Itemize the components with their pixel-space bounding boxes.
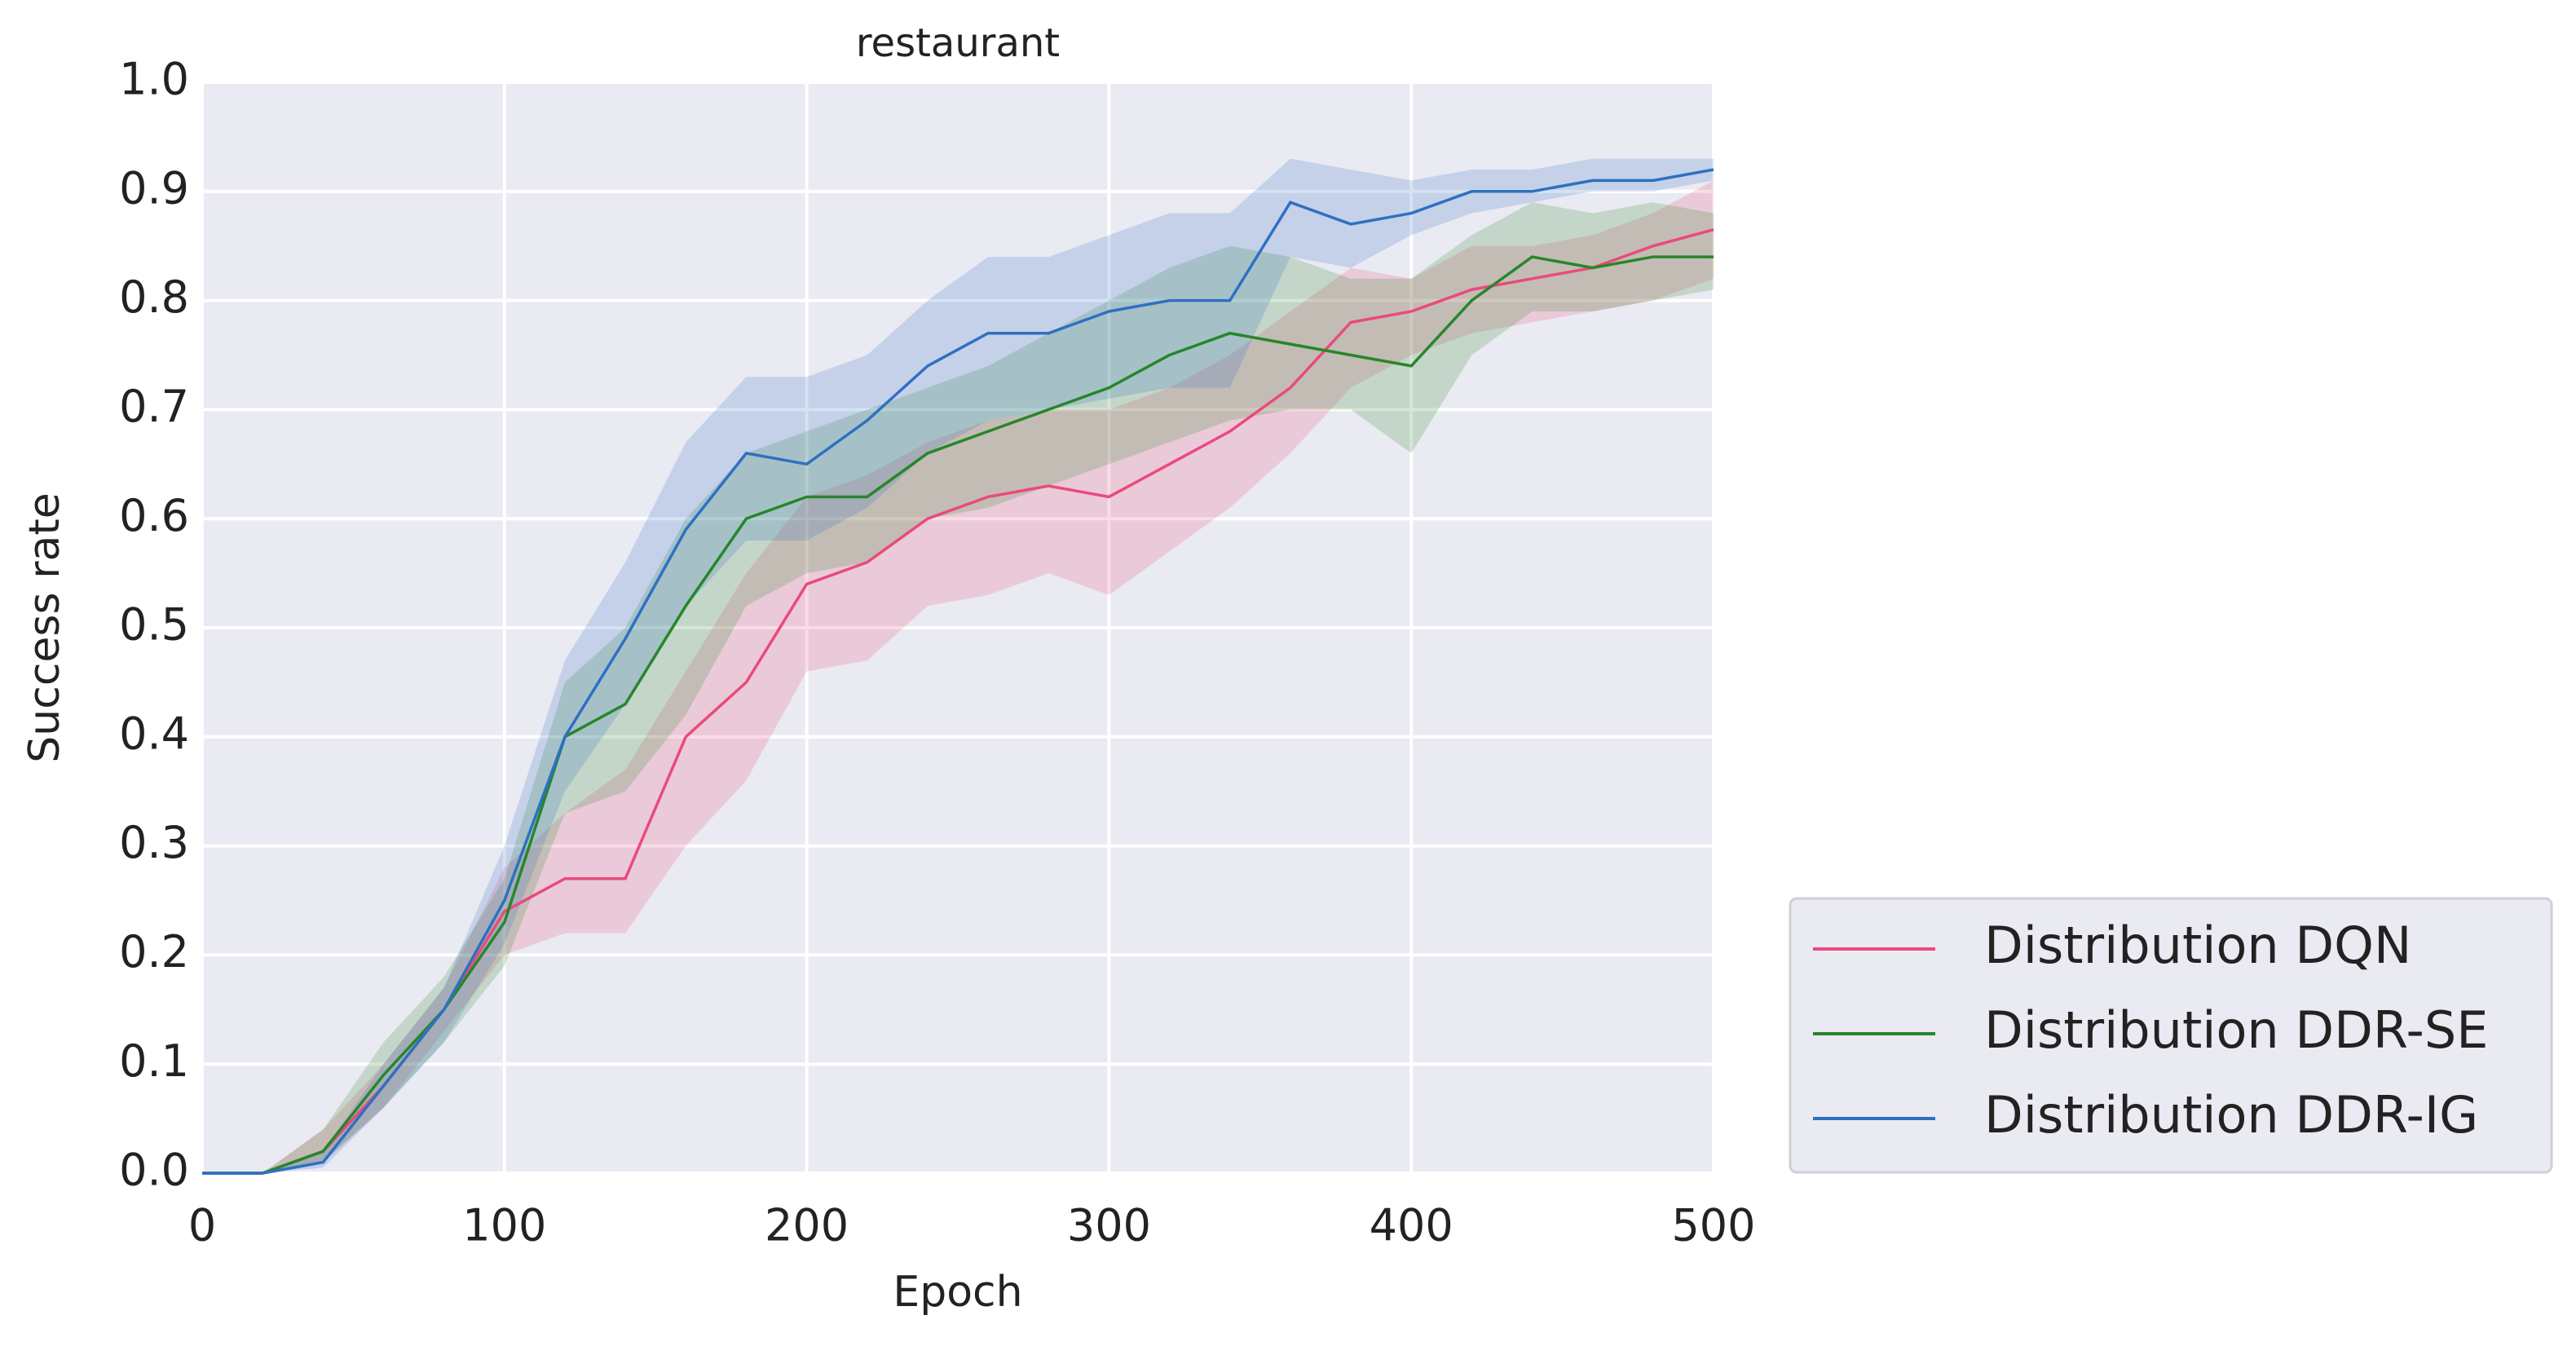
x-axis-label: Epoch bbox=[893, 1268, 1022, 1317]
y-tick-label: 0.8 bbox=[119, 271, 189, 323]
line bbox=[202, 255, 1714, 1175]
confidence-band bbox=[202, 180, 1714, 1173]
legend-box bbox=[1789, 897, 2553, 1174]
y-tick-label: 1.0 bbox=[119, 54, 189, 105]
x-tick-label: 200 bbox=[765, 1200, 849, 1251]
confidence-band bbox=[202, 202, 1714, 1174]
legend-label: Distribution DDR-SE bbox=[1984, 1000, 2488, 1060]
y-tick-label: 0.2 bbox=[119, 926, 189, 978]
legend-label: Distribution DQN bbox=[1984, 916, 2411, 975]
legend: Distribution DQN Distribution DDR-SE Distr… bbox=[1789, 897, 2553, 1174]
y-tick-label: 0.7 bbox=[119, 381, 189, 432]
y-tick-label: 0.6 bbox=[119, 490, 189, 541]
x-tick-label: 500 bbox=[1671, 1200, 1755, 1251]
line bbox=[202, 168, 1714, 1175]
y-tick-label: 0.9 bbox=[119, 162, 189, 214]
legend-label: Distribution DDR-IG bbox=[1984, 1085, 2478, 1145]
confidence-band bbox=[202, 158, 1714, 1173]
x-tick-label: 100 bbox=[462, 1200, 546, 1251]
y-tick-label: 0.0 bbox=[119, 1145, 189, 1196]
y-tick-label: 0.1 bbox=[119, 1035, 189, 1087]
chart-title: restaurant bbox=[856, 20, 1060, 66]
y-axis-label: Success rate bbox=[20, 492, 69, 762]
x-tick-label: 0 bbox=[188, 1200, 216, 1251]
y-tick-label: 0.3 bbox=[119, 817, 189, 868]
y-tick-label: 0.5 bbox=[119, 599, 189, 651]
x-tick-label: 400 bbox=[1370, 1200, 1453, 1251]
y-tick-label: 0.4 bbox=[119, 708, 189, 759]
x-tick-label: 300 bbox=[1067, 1200, 1151, 1251]
